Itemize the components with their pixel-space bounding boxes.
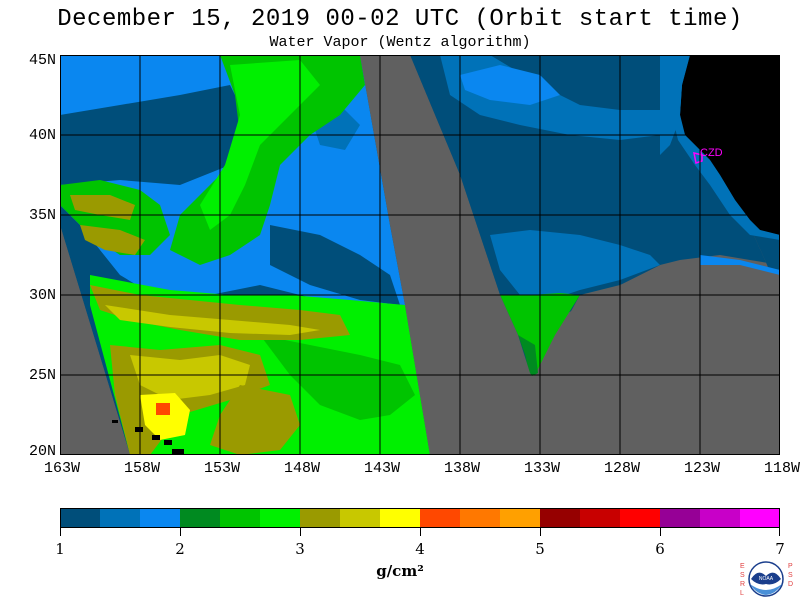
colorbar-swatch xyxy=(620,508,660,528)
lon-label-133w: 133W xyxy=(523,460,560,477)
water-vapor-map: CZD xyxy=(60,55,780,455)
lon-label-143w: 143W xyxy=(363,460,400,477)
colorbar-label-2: 2 xyxy=(175,540,185,558)
colorbar-label-6: 6 xyxy=(655,540,665,558)
lat-label-25n: 25N xyxy=(28,367,56,384)
lon-label-153w: 153W xyxy=(203,460,240,477)
colorbar-border xyxy=(60,508,780,528)
colorbar-swatch xyxy=(340,508,380,528)
island-molokai xyxy=(164,440,172,445)
island-kauai xyxy=(112,420,118,423)
colorbar-label-4: 4 xyxy=(415,540,425,558)
lat-label-45n: 45N xyxy=(28,52,56,69)
vapor-lightblue-right xyxy=(460,65,560,105)
lat-label-20n: 20N xyxy=(28,443,56,460)
vapor-olive-south-3 xyxy=(210,385,300,455)
colorbar-swatch xyxy=(60,508,100,528)
colorbar-label-7: 7 xyxy=(775,540,785,558)
noaa-logo-bird xyxy=(751,572,781,585)
island-oahu xyxy=(135,427,143,432)
vapor-darkgreen-triangle xyxy=(518,335,538,377)
colorbar-swatch xyxy=(220,508,260,528)
colorbar-tick xyxy=(660,528,661,536)
colorbar-tick xyxy=(779,528,780,536)
lon-label-163w: 163W xyxy=(43,460,80,477)
colorbar-tick xyxy=(180,528,181,536)
island-maui xyxy=(152,435,160,440)
colorbar-tick xyxy=(300,528,301,536)
lon-label-128w: 128W xyxy=(603,460,640,477)
colorbar-swatch xyxy=(540,508,580,528)
lat-label-40n: 40N xyxy=(28,127,56,144)
coastal-water xyxy=(672,55,780,240)
vapor-yellow-hawaii xyxy=(140,393,190,440)
noaa-logo-text: NOAA xyxy=(759,576,774,582)
lon-label-138w: 138W xyxy=(443,460,480,477)
colorbar-tick xyxy=(420,528,421,536)
colorbar-label-1: 1 xyxy=(55,540,65,558)
station-label: CZD xyxy=(700,147,723,159)
colorbar-swatch xyxy=(740,508,780,528)
colorbar-swatch xyxy=(380,508,420,528)
vapor-yellow-south-1 xyxy=(105,305,320,335)
colorbar-swatch xyxy=(140,508,180,528)
vapor-orange-hawaii xyxy=(156,403,170,415)
noaa-logo: NOAA E S R L P S D xyxy=(740,561,793,597)
map-grid xyxy=(60,55,780,455)
station-marker xyxy=(693,151,703,164)
colorbar-swatch xyxy=(700,508,740,528)
colorbar-tick xyxy=(540,528,541,536)
colorbar-swatch xyxy=(580,508,620,528)
lon-label-158w: 158W xyxy=(123,460,160,477)
no-data-gap-left xyxy=(60,225,130,455)
vapor-olive-left-2 xyxy=(80,225,145,255)
colorbar-swatch xyxy=(500,508,540,528)
lat-label-35n: 35N xyxy=(28,207,56,224)
map-title: December 15, 2019 00-02 UTC (Orbit start… xyxy=(57,6,743,33)
vapor-olive-left xyxy=(70,195,135,220)
lat-label-30n: 30N xyxy=(28,287,56,304)
colorbar-label-5: 5 xyxy=(535,540,545,558)
colorbar xyxy=(60,508,780,528)
map-subtitle: Water Vapor (Wentz algorithm) xyxy=(269,34,531,51)
colorbar-swatch xyxy=(420,508,460,528)
lon-label-118w: 118W xyxy=(763,460,800,477)
colorbar-swatch xyxy=(260,508,300,528)
land-north-america xyxy=(680,55,780,235)
colorbar-unit: g/cm² xyxy=(376,562,424,580)
vapor-brightgreen-top xyxy=(200,60,320,230)
colorbar-swatch xyxy=(300,508,340,528)
vapor-green-south-mid xyxy=(260,335,415,420)
no-data-gap-right xyxy=(538,265,780,455)
map-border xyxy=(60,55,780,455)
colorbar-swatch xyxy=(180,508,220,528)
colorbar-tick xyxy=(60,528,61,536)
noaa-logo-wave xyxy=(750,584,782,595)
no-data-gap-diagonal xyxy=(360,55,550,455)
colorbar-label-3: 3 xyxy=(295,540,305,558)
colorbar-swatch xyxy=(660,508,700,528)
colorbar-swatch xyxy=(460,508,500,528)
island-hawaii xyxy=(172,449,184,455)
lon-label-148w: 148W xyxy=(283,460,320,477)
vapor-darkblue-patch-2 xyxy=(270,225,400,305)
colorbar-swatch xyxy=(100,508,140,528)
vapor-blue-right-low xyxy=(490,230,660,300)
lon-label-123w: 123W xyxy=(683,460,720,477)
